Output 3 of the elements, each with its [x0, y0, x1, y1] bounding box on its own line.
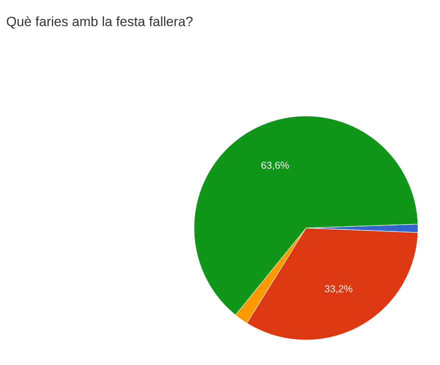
data-label: 33,2% [324, 285, 352, 294]
chart-title: Què faries amb la festa fallera? [6, 16, 193, 29]
data-label: 63,6% [261, 162, 289, 170]
